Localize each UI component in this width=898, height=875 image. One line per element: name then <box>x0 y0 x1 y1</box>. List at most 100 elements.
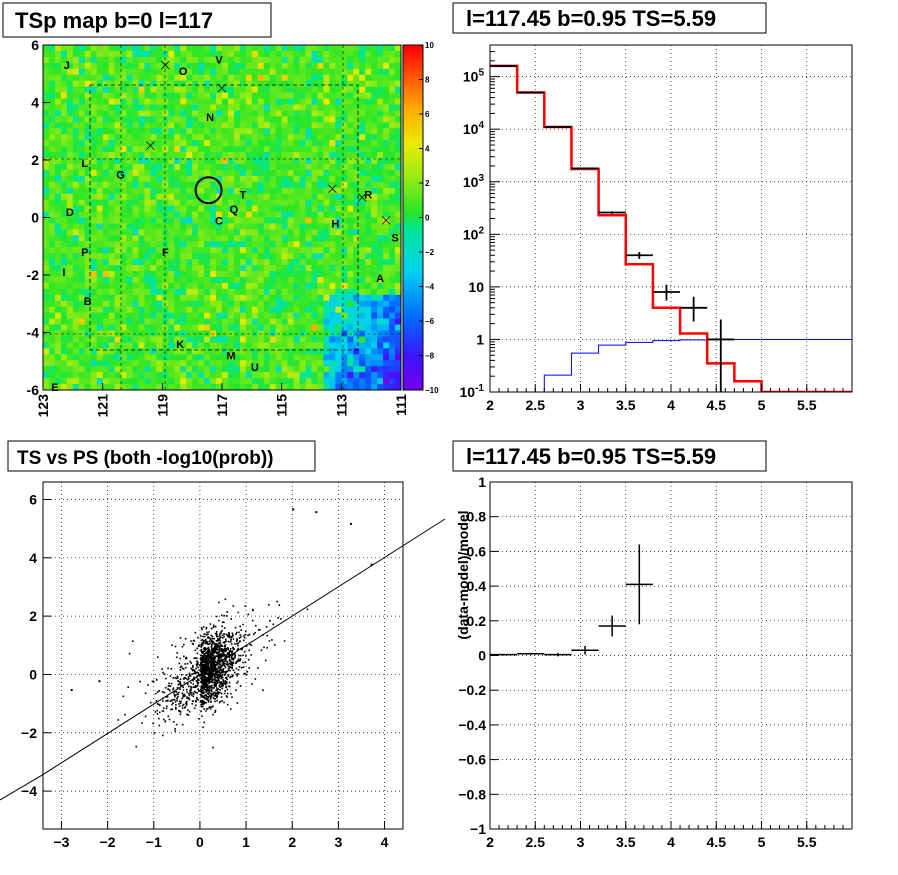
heatmap-cell <box>311 45 318 52</box>
heatmap-cell <box>210 330 217 337</box>
heatmap-cell <box>43 384 50 391</box>
heatmap-cell <box>66 348 74 355</box>
heatmap-cell <box>216 306 223 314</box>
heatmap-cell <box>245 158 253 165</box>
heatmap-cell <box>60 193 68 201</box>
heatmap-cell <box>138 360 145 367</box>
heatmap-cell <box>233 146 241 153</box>
heatmap-cell <box>48 312 56 320</box>
heatmap-cell <box>180 45 187 52</box>
heatmap-cell <box>353 324 360 331</box>
heatmap-cell <box>233 45 241 52</box>
heatmap-cell <box>371 372 378 379</box>
heatmap-cell <box>323 253 330 260</box>
heatmap-cell <box>174 181 181 189</box>
heatmap-cell <box>293 199 300 207</box>
heatmap-cell <box>371 68 378 76</box>
heatmap-cell <box>156 45 163 52</box>
colorbar-segment <box>403 69 423 74</box>
heatmap-cell <box>216 294 223 302</box>
heatmap-cell <box>84 68 92 76</box>
heatmap-cell <box>72 74 80 82</box>
heatmap-cell <box>168 187 175 195</box>
heatmap-cell <box>395 306 402 314</box>
heatmap-cell <box>126 384 133 391</box>
heatmap-cell <box>263 378 271 385</box>
heatmap-cell <box>329 366 336 373</box>
heatmap-cell <box>293 110 300 117</box>
heatmap-cell <box>305 80 312 88</box>
heatmap-cell <box>353 217 360 224</box>
heatmap-cell <box>66 110 74 117</box>
heatmap-cell <box>257 199 265 207</box>
heatmap-cell <box>365 324 372 331</box>
heatmap-cell <box>222 282 229 290</box>
heatmap-cell <box>84 235 92 242</box>
cross-marker <box>381 216 391 225</box>
heatmap-cell <box>371 62 378 70</box>
heatmap-cell <box>335 336 342 343</box>
heatmap-cell <box>156 199 163 207</box>
heatmap-cell <box>90 146 98 153</box>
heatmap-cell <box>72 92 80 99</box>
heatmap-cell <box>245 116 253 123</box>
heatmap-cell <box>84 229 92 236</box>
heatmap-cell <box>359 134 366 141</box>
heatmap-cell <box>150 282 157 290</box>
heatmap-cell <box>144 336 151 343</box>
heatmap-y-tick-label: 2 <box>31 152 39 168</box>
heatmap-cell <box>245 378 253 385</box>
heatmap-cell <box>102 318 110 325</box>
heatmap-cell <box>186 312 193 320</box>
heatmap-cell <box>192 288 199 296</box>
heatmap-cell <box>138 128 145 135</box>
heatmap-cell <box>78 253 86 260</box>
heatmap-cell <box>96 116 104 123</box>
heatmap-cell <box>96 128 104 135</box>
heatmap-cell <box>114 199 121 207</box>
heatmap-cell <box>377 74 384 82</box>
heatmap-cell <box>84 199 92 207</box>
heatmap-cell <box>311 92 318 99</box>
heatmap-cell <box>245 181 253 189</box>
heatmap-cell <box>287 259 294 266</box>
heatmap-cell <box>210 360 217 367</box>
heatmap-cell <box>281 181 289 189</box>
heatmap-cell <box>162 98 169 105</box>
heatmap-cell <box>174 241 181 248</box>
heatmap-cell <box>341 324 348 331</box>
heatmap-cell <box>84 122 92 129</box>
heatmap-cell <box>204 163 211 171</box>
heatmap-cell <box>84 378 92 385</box>
heatmap-cell <box>257 294 265 302</box>
heatmap-cell <box>257 259 265 266</box>
heatmap-cell <box>257 56 265 64</box>
heatmap-cell <box>281 235 289 242</box>
heatmap-cell <box>43 187 50 195</box>
heatmap-cell <box>162 300 169 308</box>
heatmap-cell <box>222 330 229 337</box>
heatmap-cell <box>90 45 98 52</box>
heatmap-cell <box>239 282 247 290</box>
scatter-x-tick-label: −2 <box>100 834 116 850</box>
heatmap-cell <box>377 366 384 373</box>
heatmap-cell <box>204 110 211 117</box>
heatmap-cell <box>60 241 68 248</box>
heatmap-cell <box>174 163 181 171</box>
heatmap-cell <box>269 56 277 64</box>
heatmap-cell <box>269 158 277 165</box>
heatmap-cell <box>162 128 169 135</box>
heatmap-cell <box>275 140 283 147</box>
heatmap-cell <box>186 372 193 379</box>
heatmap-cell <box>365 175 372 183</box>
heatmap-cell <box>90 282 98 290</box>
heatmap-cell <box>138 265 145 272</box>
heatmap-cell <box>233 366 241 373</box>
colorbar-segment <box>403 127 423 132</box>
heatmap-cell <box>269 134 277 141</box>
heatmap-cell <box>233 372 241 379</box>
heatmap-cell <box>293 181 300 189</box>
heatmap-cell <box>192 175 199 183</box>
heatmap-cell <box>48 45 56 52</box>
heatmap-cell <box>305 229 312 236</box>
